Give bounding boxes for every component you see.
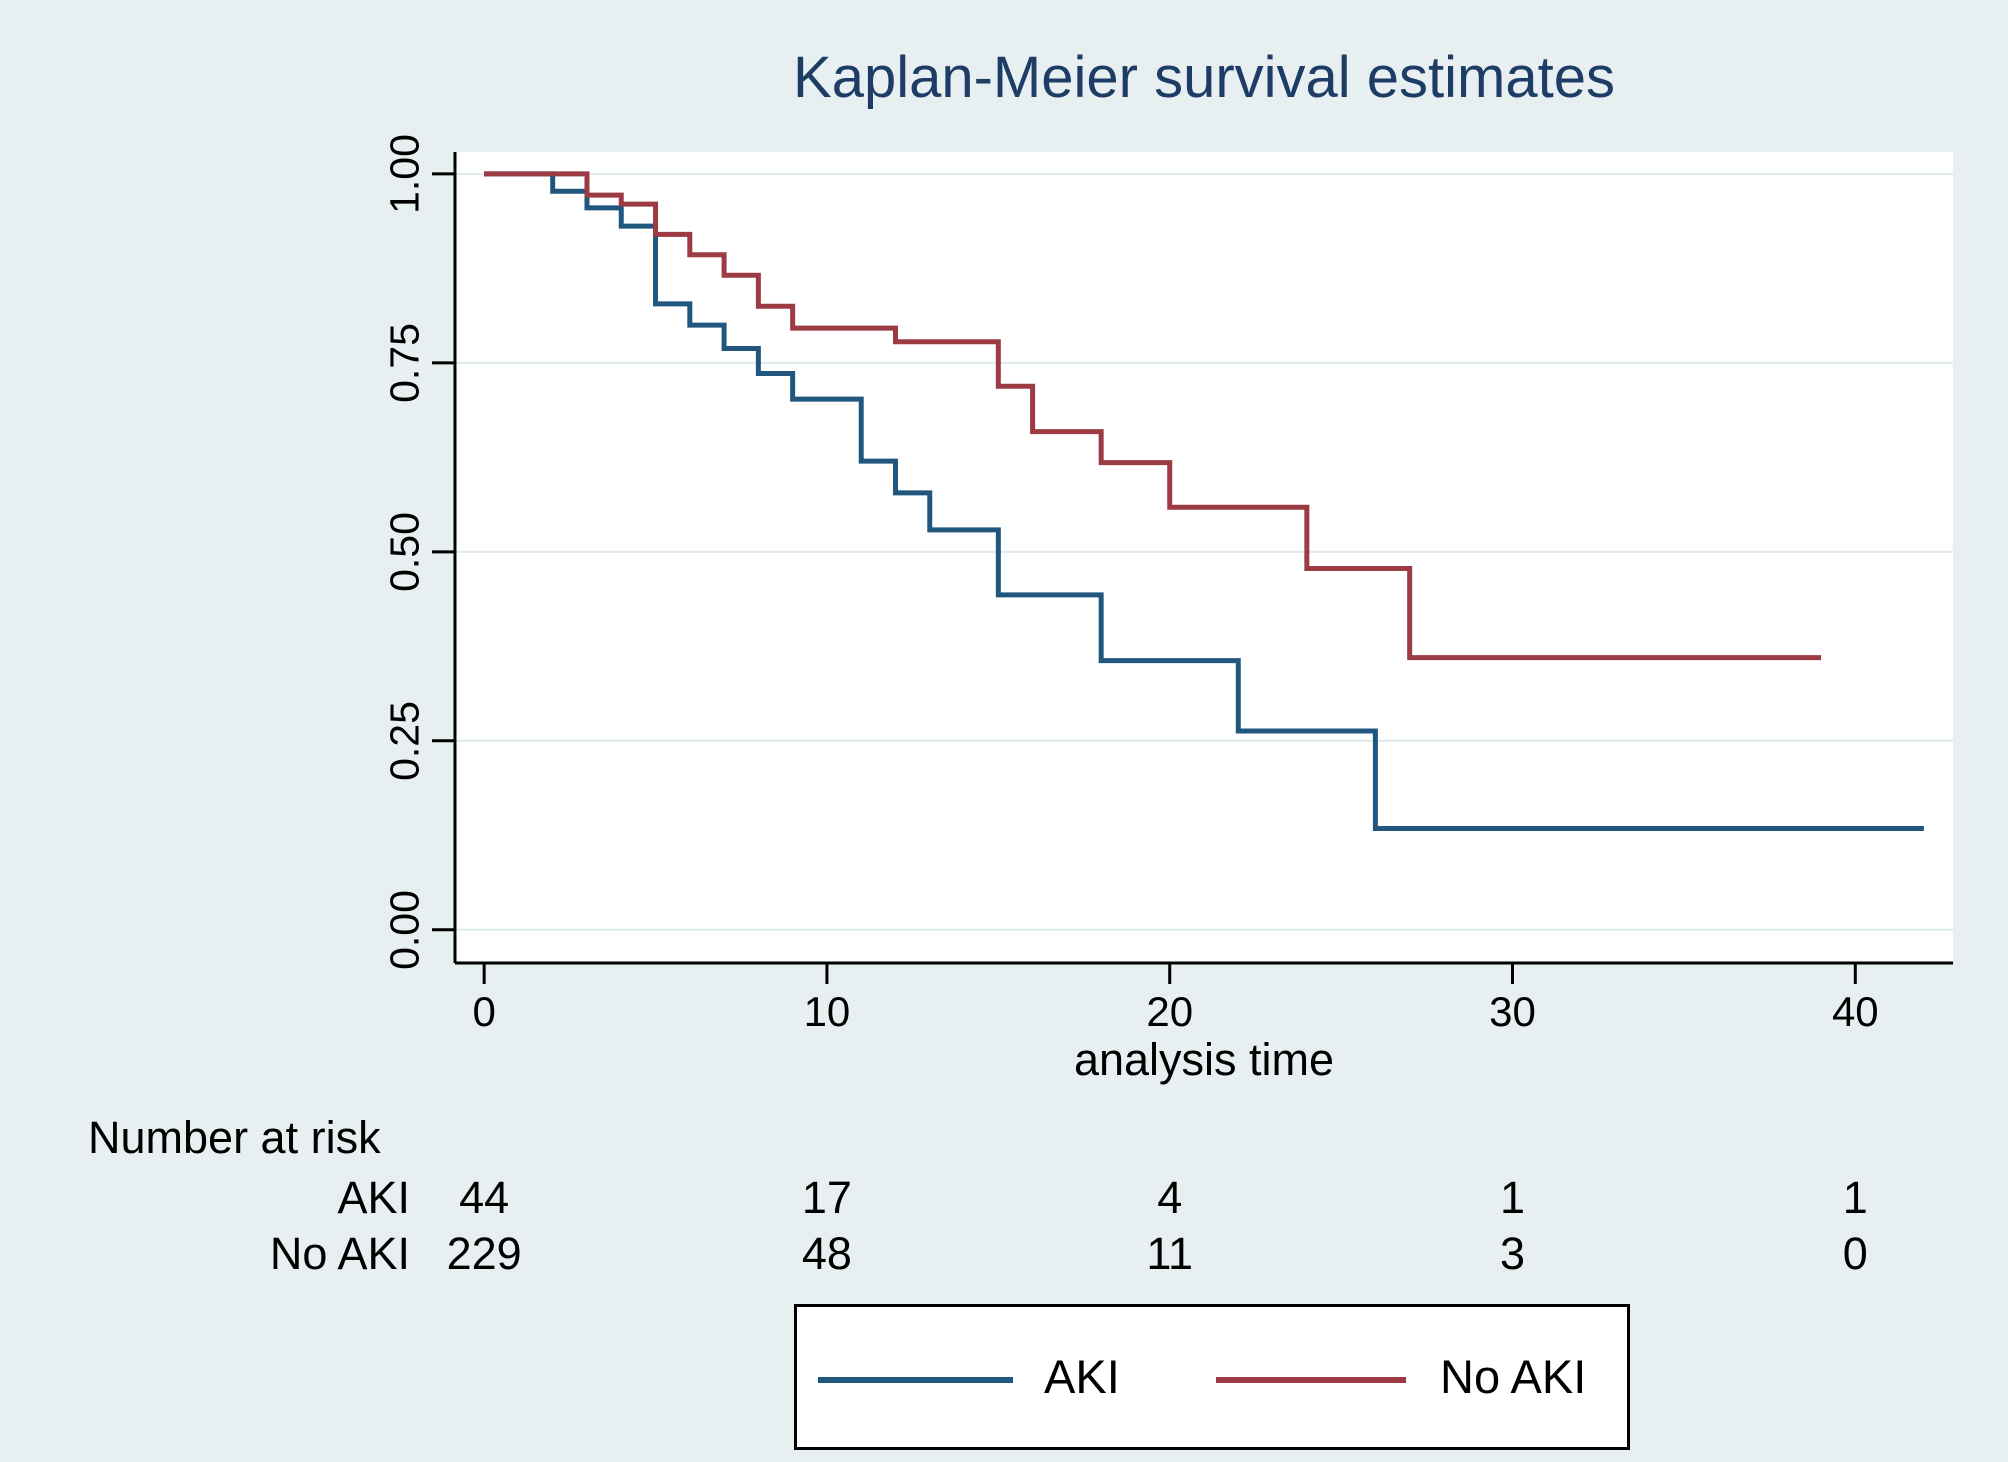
risk-value: 4: [1157, 1172, 1183, 1223]
plot-background: [455, 152, 1953, 963]
risk-table-header: Number at risk: [88, 1112, 381, 1163]
y-tick-label: 1.00: [381, 134, 428, 214]
legend-line-aki: [818, 1377, 1013, 1383]
risk-value: 1: [1842, 1172, 1868, 1223]
chart-title: Kaplan-Meier survival estimates: [793, 45, 1615, 110]
risk-value: 229: [446, 1228, 522, 1279]
y-tick-label: 0.00: [381, 889, 428, 970]
survival-curve-aki: [484, 171, 1924, 831]
y-tick-label: 0.75: [381, 322, 428, 403]
risk-value: 3: [1499, 1228, 1526, 1279]
risk-row-label: No AKI: [269, 1228, 410, 1279]
risk-value: 44: [459, 1172, 510, 1223]
x-tick-label: 10: [803, 988, 851, 1035]
risk-value: 0: [1842, 1228, 1868, 1279]
risk-row-label: AKI: [337, 1172, 410, 1223]
legend-label-aki: AKI: [1044, 1350, 1120, 1403]
risk-value: 48: [801, 1228, 852, 1279]
x-tick-label: 20: [1146, 988, 1194, 1035]
legend-line-no-aki: [1216, 1377, 1406, 1383]
x-tick-label: 0: [472, 988, 496, 1035]
survival-curve-no-aki: [484, 171, 1822, 661]
risk-value: 17: [801, 1172, 852, 1223]
risk-value: 11: [1146, 1228, 1194, 1279]
y-tick-label: 0.25: [381, 700, 428, 781]
legend: AKI No AKI: [794, 1304, 1630, 1450]
legend-label-no-aki: No AKI: [1440, 1350, 1587, 1403]
risk-value: 1: [1499, 1172, 1526, 1223]
x-tick-label: 30: [1489, 988, 1536, 1035]
y-tick-label: 0.50: [381, 511, 428, 592]
x-tick-label: 40: [1831, 988, 1879, 1035]
x-axis-title: analysis time: [1073, 1034, 1335, 1085]
